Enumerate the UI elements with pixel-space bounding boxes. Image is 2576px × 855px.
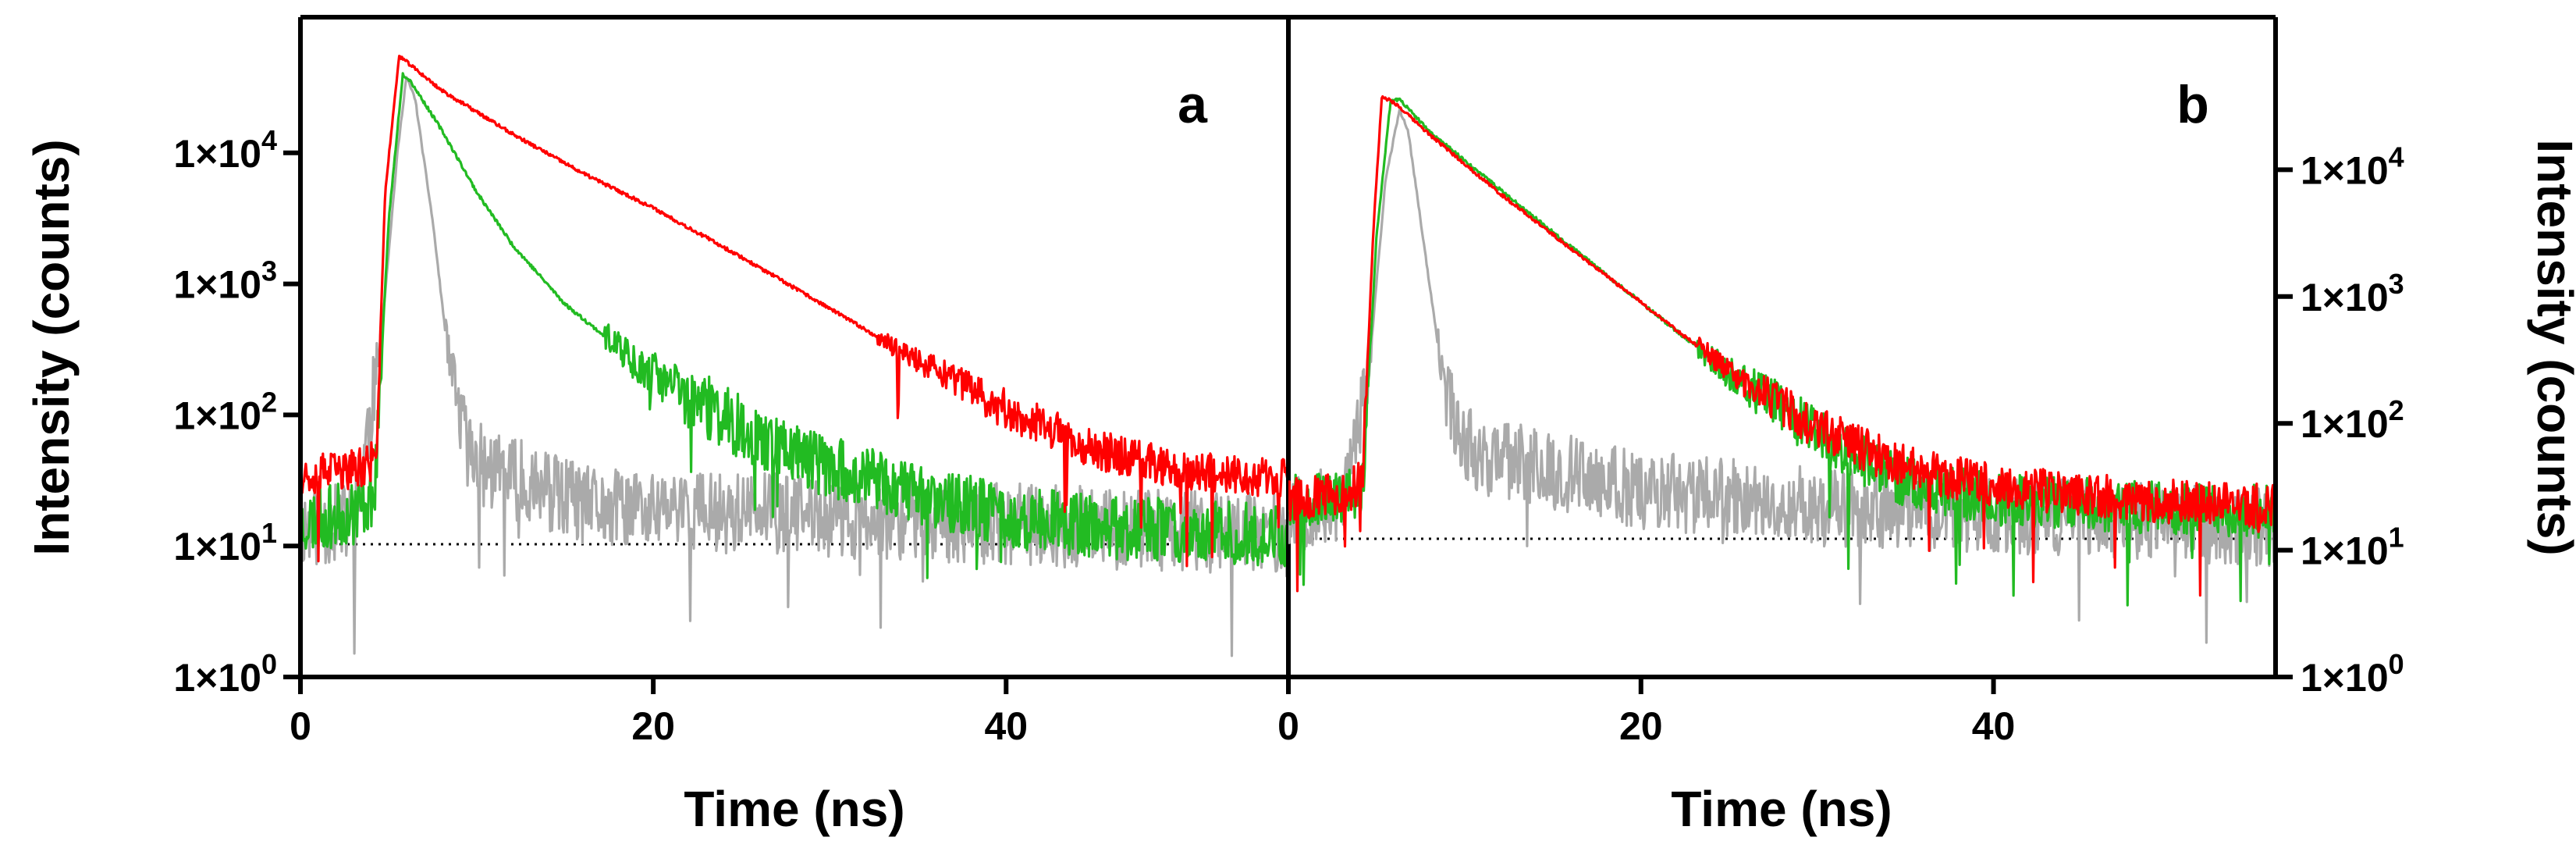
panel-a-series-1-line — [300, 76, 1288, 657]
panel-a-y-axis-title: Intensity (counts) — [23, 139, 80, 555]
panel-b-label: b — [2176, 75, 2209, 134]
panel-b-series-group — [1288, 94, 2276, 644]
panel-b-series-2-line — [1288, 97, 2276, 607]
panel-a-series-2-line — [300, 72, 1288, 579]
panel-a-x-tick-label: 40 — [984, 704, 1028, 748]
panel-a-y-tick-label: 1×103 — [173, 255, 277, 307]
panel-b-y-tick-label: 1×103 — [2301, 268, 2404, 319]
panel-a-plot — [300, 55, 1288, 657]
panel-a-x-ticks: 0 20 40 — [290, 677, 1028, 748]
panel-b-y-ticks: 1×100 1×101 1×102 1×103 1×104 — [2276, 141, 2404, 700]
panel-b-x-axis-title: Time (ns) — [1671, 781, 1892, 837]
panel-b-series-1-line — [1288, 108, 2276, 644]
panel-a-x-tick-label: 20 — [631, 704, 675, 748]
panel-a-y-tick-label: 1×101 — [173, 517, 277, 568]
panel-b-plot — [1288, 94, 2276, 644]
panel-a-y-tick-label: 1×104 — [173, 124, 277, 176]
panel-a-y-tick-label: 1×100 — [173, 648, 277, 700]
panel-a-series-group — [300, 55, 1288, 657]
panel-a-y-tick-label: 1×102 — [173, 386, 277, 437]
panel-b: 0 20 40 1×100 1×101 1×102 1×103 1×104 Time (ns… — [1277, 15, 2576, 837]
panel-b-y-tick-label: 1×104 — [2301, 141, 2404, 192]
panel-b-x-tick-label: 40 — [1972, 704, 2016, 748]
panel-b-x-ticks: 0 20 40 — [1277, 677, 2015, 748]
panel-b-series-3-line — [1288, 94, 2276, 597]
panel-a-y-ticks: 1×100 1×101 1×102 1×103 1×104 — [173, 124, 300, 700]
panel-a-x-tick-label: 0 — [290, 704, 311, 748]
panel-b-y-tick-label: 1×102 — [2301, 394, 2404, 446]
panel-a-label: a — [1178, 75, 1208, 134]
panel-b-x-tick-label: 20 — [1619, 704, 1663, 748]
panel-b-x-tick-label: 0 — [1277, 704, 1299, 748]
panel-b-y-tick-label: 1×100 — [2301, 648, 2404, 700]
panel-a-series-3-line — [300, 55, 1288, 568]
panel-a-x-axis-title: Time (ns) — [684, 781, 904, 837]
panel-b-y-axis-title: Intensity (counts) — [2527, 139, 2576, 555]
panel-a: 0 20 40 1×100 1×101 1×102 1×103 1×104 Time (ns… — [23, 15, 1288, 837]
panel-b-y-tick-label: 1×101 — [2301, 522, 2404, 573]
